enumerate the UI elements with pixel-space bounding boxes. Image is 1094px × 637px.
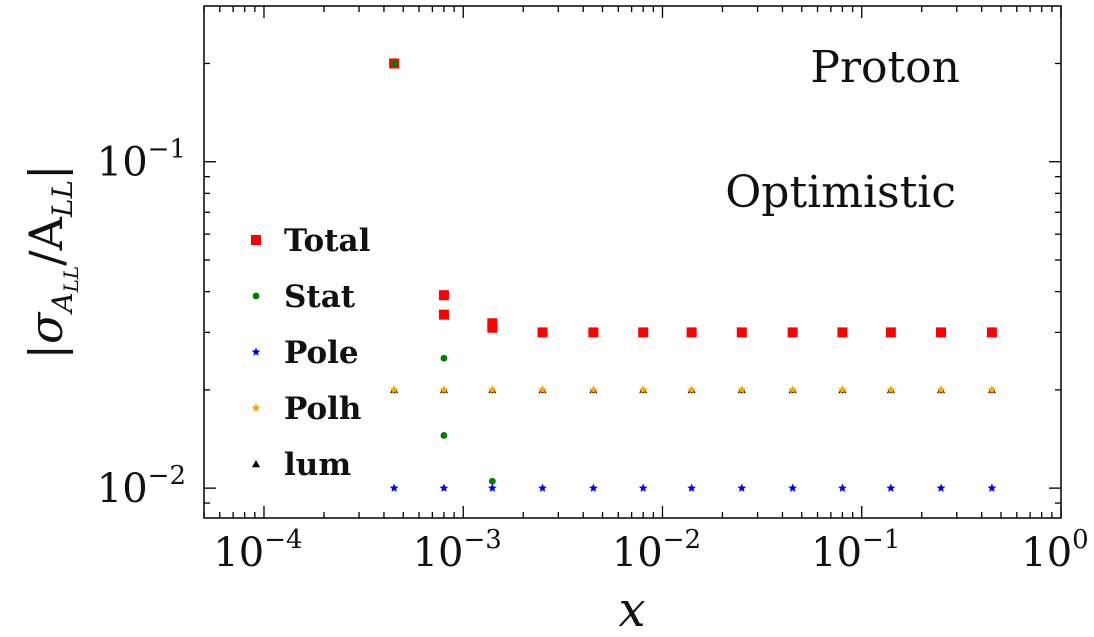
legend-marker-total	[251, 235, 261, 245]
legend: Total Stat Pole Polh lum	[251, 223, 370, 483]
data-point-polh	[886, 385, 896, 394]
legend-marker-polh	[251, 403, 261, 412]
data-point-total	[837, 327, 848, 338]
data-point-total	[537, 327, 548, 338]
data-point-total	[736, 327, 747, 338]
plot-frame	[203, 5, 1062, 519]
data-point-polh	[638, 385, 648, 394]
x-tick-label: 10−2	[612, 525, 701, 576]
data-point-pole	[439, 483, 449, 492]
data-point-total	[986, 327, 997, 338]
data-point-polh	[389, 385, 399, 394]
data-point-stat	[390, 60, 398, 67]
y-tick-label: 10−2	[97, 461, 186, 512]
data-point-polh	[687, 385, 696, 394]
data-point-total	[885, 327, 896, 338]
data-point-pole	[487, 483, 497, 492]
data-point-pole	[936, 483, 946, 492]
y-axis-label-text: |σALL/ALL|	[19, 164, 83, 359]
annotation-proton: Proton	[810, 42, 960, 93]
data-point-polh	[439, 385, 449, 394]
data-layer	[389, 58, 997, 492]
data-point-pole	[687, 483, 696, 492]
data-point-total	[438, 309, 449, 320]
y-tick-label: 10−1	[97, 135, 186, 186]
data-point-pole	[987, 483, 997, 492]
y-label-slash: /A	[19, 216, 73, 265]
x-tick-label: 10−1	[811, 525, 900, 576]
y-label-sigma: σ	[19, 311, 73, 344]
data-point-pole	[838, 483, 847, 492]
data-point-total	[787, 327, 798, 338]
data-point-pole	[389, 483, 399, 492]
data-point-pole	[886, 483, 896, 492]
legend-label-polh: Polh	[284, 391, 361, 427]
x-tick-label: 10−4	[213, 525, 302, 576]
data-point-pole	[589, 483, 598, 492]
data-point-stat	[440, 354, 448, 362]
data-point-total	[487, 322, 498, 333]
y-axis-label: |σALL/ALL|	[19, 164, 83, 359]
data-point-polh	[589, 385, 598, 394]
data-point-polh	[737, 385, 747, 394]
y-label-bar-left: |	[19, 344, 73, 360]
legend-marker-pole	[251, 347, 261, 356]
x-axis-label: x	[618, 582, 645, 637]
data-point-pole	[737, 483, 747, 492]
data-point-pole	[538, 483, 547, 492]
x-tick-label: 100	[1021, 525, 1088, 576]
data-point-polh	[538, 385, 547, 394]
data-point-stat	[488, 477, 496, 485]
data-point-polh	[788, 385, 798, 394]
legend-marker-lum	[252, 460, 260, 468]
data-point-pole	[788, 483, 798, 492]
data-point-pole	[638, 483, 648, 492]
data-point-polh	[487, 385, 497, 394]
y-label-sub2: LL	[46, 180, 79, 218]
annotation-optimistic: Optimistic	[725, 167, 956, 218]
x-tick-label: 10−3	[413, 525, 502, 576]
data-point-polh	[936, 385, 946, 394]
data-point-total	[936, 327, 947, 338]
legend-label-pole: Pole	[284, 335, 359, 371]
y-label-sub: A	[46, 292, 79, 315]
legend-label-total: Total	[284, 223, 370, 259]
data-point-total	[438, 290, 449, 301]
data-point-total	[588, 327, 599, 338]
y-label-subsub: LL	[59, 266, 83, 294]
legend-label-lum: lum	[284, 447, 351, 483]
data-point-polh	[987, 385, 997, 394]
tick-label-layer: 10−4 10−3 10−2 10−1 100 10−2 10−1	[97, 135, 1089, 576]
legend-marker-stat	[252, 292, 260, 300]
y-label-bar-right: |	[19, 164, 73, 180]
data-point-total	[638, 327, 649, 338]
data-point-total	[686, 327, 697, 338]
x-axis-label-text: x	[618, 582, 645, 637]
data-point-stat	[440, 432, 448, 439]
legend-label-stat: Stat	[284, 279, 356, 315]
data-point-polh	[838, 385, 847, 394]
